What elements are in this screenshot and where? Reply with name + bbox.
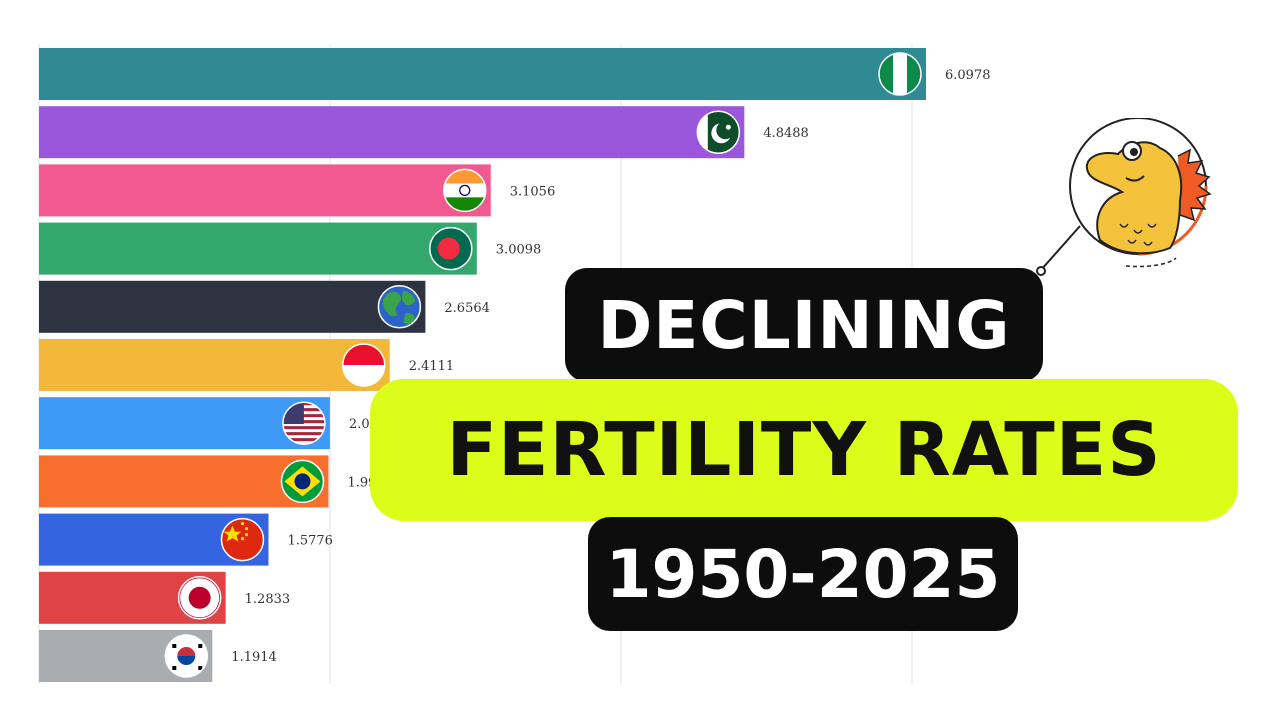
headline-declining: DECLINING xyxy=(565,268,1043,382)
value-label: 1.2833 xyxy=(245,592,290,607)
usa-flag xyxy=(282,401,326,445)
bar-pakistan xyxy=(39,106,745,159)
bar-china xyxy=(39,513,269,566)
bar-japan xyxy=(39,571,226,624)
pakistan-flag xyxy=(696,110,741,154)
bar-rect xyxy=(39,106,745,159)
bar-rect xyxy=(39,339,390,391)
bar-world xyxy=(39,280,426,333)
nigeria-flag xyxy=(878,52,922,96)
value-label: 2.0 xyxy=(349,417,370,432)
bar-rect xyxy=(39,455,329,508)
bar-nigeria xyxy=(39,48,926,100)
india-flag xyxy=(442,168,487,213)
value-label: 4.8488 xyxy=(763,126,809,141)
value-label: 2.6564 xyxy=(444,301,490,316)
value-label: 1.99 xyxy=(347,475,376,490)
bar-brazil xyxy=(39,455,329,508)
headline-fertility-rates: FERTILITY RATES xyxy=(370,379,1238,521)
dinosaur-mascot-icon xyxy=(1030,117,1230,283)
headline-years: 1950-2025 xyxy=(588,517,1018,631)
south-korea-flag xyxy=(164,634,209,678)
world-globe xyxy=(377,285,422,329)
china-flag xyxy=(220,517,265,562)
bar-rect xyxy=(39,222,477,275)
bar-rect xyxy=(39,397,330,450)
brazil-flag xyxy=(280,459,325,504)
value-label: 1.1914 xyxy=(231,650,276,665)
value-label: 1.5776 xyxy=(287,534,333,549)
bar-rect xyxy=(39,280,426,333)
value-label: 6.0978 xyxy=(945,68,991,83)
bar-indonesia xyxy=(39,339,390,391)
value-label: 2.4111 xyxy=(409,359,455,374)
bar-rect xyxy=(39,48,926,100)
japan-flag xyxy=(177,576,222,620)
bangladesh-flag xyxy=(429,226,473,271)
indonesia-flag xyxy=(341,343,386,387)
bar-united-states xyxy=(39,397,330,450)
bar-rect xyxy=(39,164,491,217)
value-label: 3.1056 xyxy=(510,184,555,199)
bar-bangladesh xyxy=(39,222,477,275)
value-label: 3.0098 xyxy=(496,243,542,258)
bar-south-korea xyxy=(39,630,213,682)
bar-india xyxy=(39,164,491,217)
